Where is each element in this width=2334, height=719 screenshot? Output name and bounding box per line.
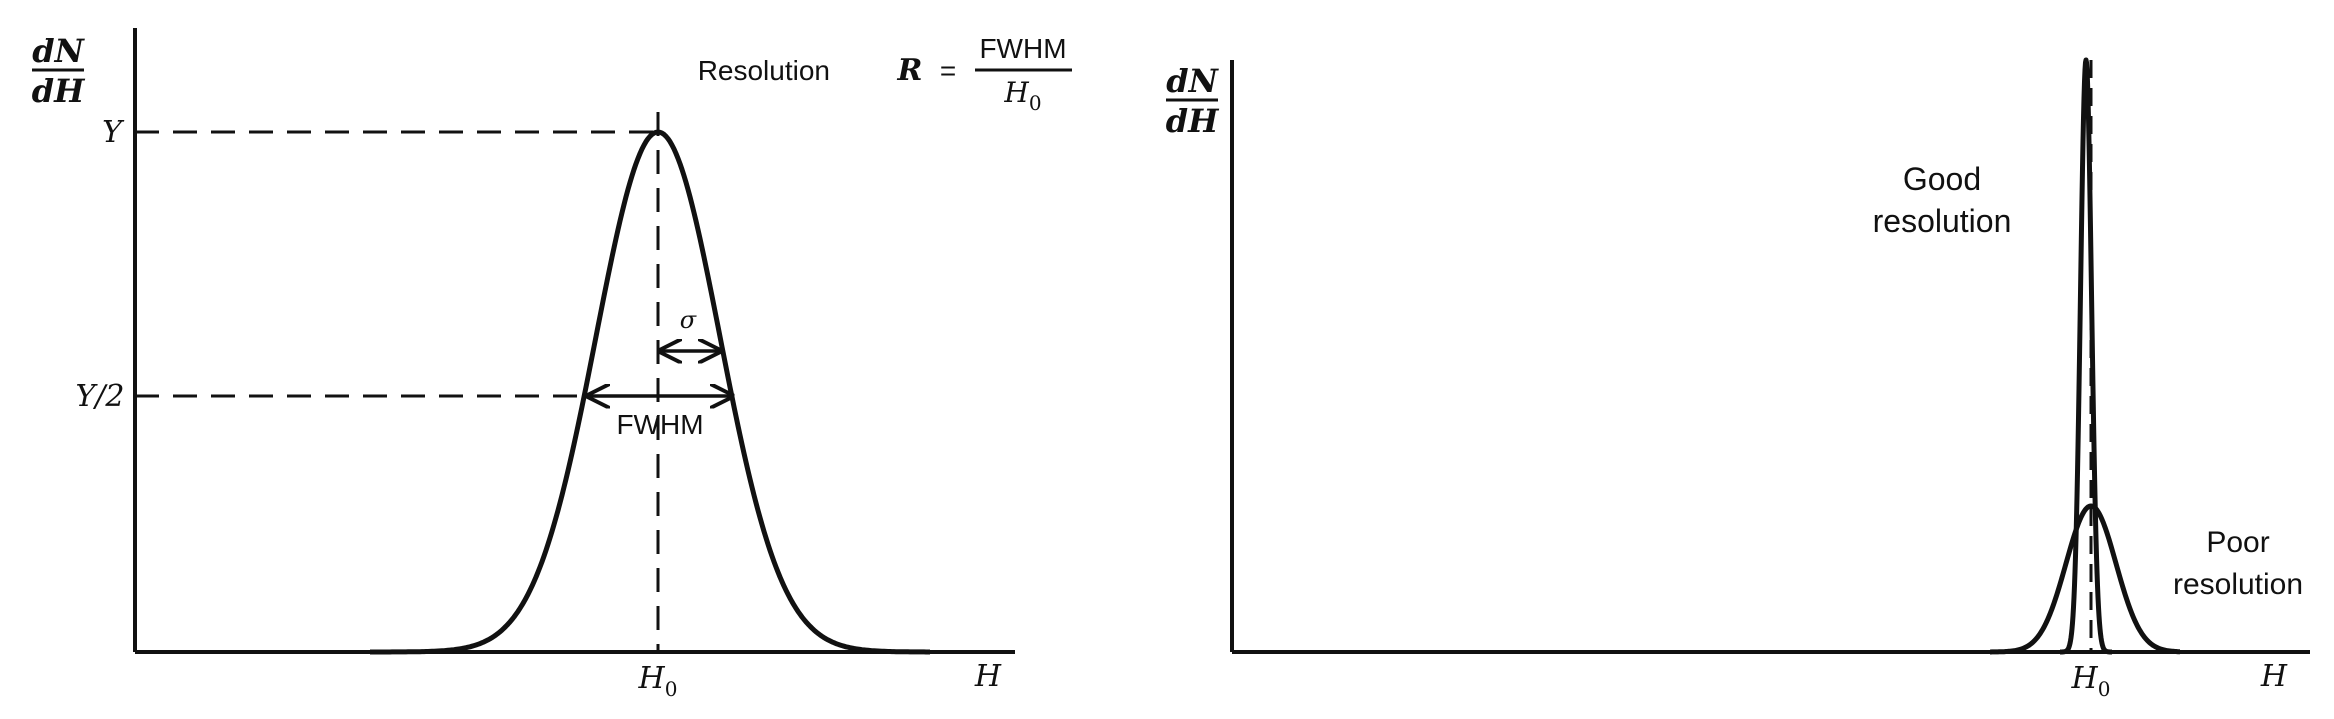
formula-equals: = (940, 55, 956, 86)
formula-symbol: R (897, 53, 923, 88)
left-h0-tick-label: H0 (638, 661, 678, 701)
right-x-axis-label: H (2260, 659, 2288, 694)
poor-resolution-label-line1: Poor (2206, 526, 2269, 559)
left-x-axis-label: H (974, 659, 1002, 694)
good-resolution-label-line1: Good (1903, 161, 1981, 197)
sigma-label: σ (680, 306, 697, 334)
right-h0-tick-label: H0 (2071, 661, 2111, 701)
formula-denominator: H0 (1003, 76, 1041, 115)
y-half-label: Y/2 (76, 379, 125, 414)
right-y-axis-label-numerator: dN (1166, 62, 1219, 100)
poor-resolution-curve (1988, 503, 2182, 655)
formula-prefix: Resolution (698, 55, 830, 86)
poor-resolution-label-line2: resolution (2173, 568, 2303, 601)
left-gaussian-curve (369, 129, 931, 655)
formula-numerator: FWHM (979, 33, 1066, 64)
left-y-axis-label-denominator: dH (32, 72, 86, 110)
good-resolution-label-line2: resolution (1873, 203, 2012, 239)
good-resolution-curve (2058, 57, 2114, 655)
right-panel: dN dH Good resolution Poor resolution H0… (1166, 57, 2310, 701)
left-panel: dN dH σ FWHM Y Y/2 H0 H Resolution R = F… (32, 28, 1072, 701)
right-y-axis-label-denominator: dH (1166, 102, 1220, 140)
left-y-axis-label-numerator: dN (32, 32, 85, 70)
y-peak-label: Y (102, 115, 125, 150)
fwhm-label: FWHM (616, 409, 703, 440)
